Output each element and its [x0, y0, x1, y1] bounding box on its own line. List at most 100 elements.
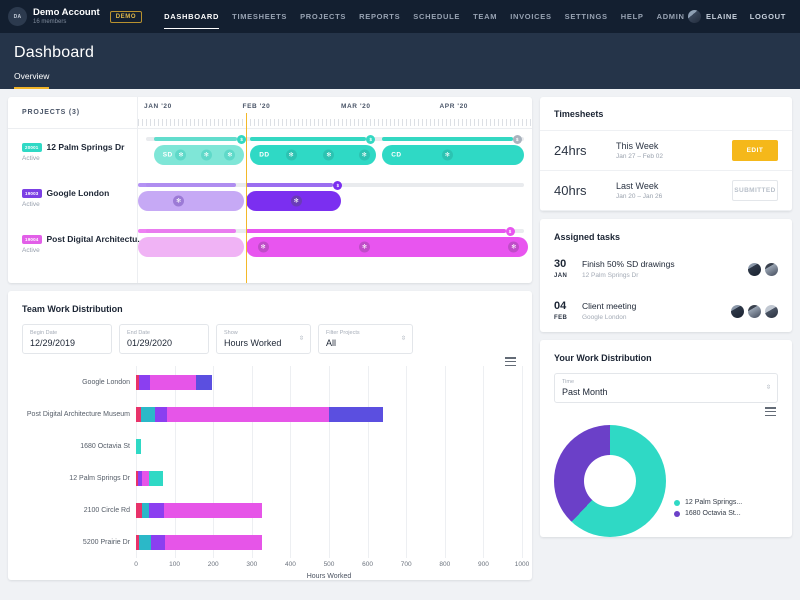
bar-segment[interactable] — [142, 502, 150, 518]
bar-segment[interactable] — [155, 406, 167, 422]
bar-segment[interactable] — [149, 502, 164, 518]
task-row[interactable]: 04 FEB Client meeting Google London — [540, 290, 792, 332]
avatar[interactable] — [748, 304, 761, 318]
logout-link[interactable]: LOGOUT — [749, 12, 786, 21]
nav-link-timesheets[interactable]: TIMESHEETS — [232, 12, 288, 21]
bar-segment[interactable] — [136, 406, 141, 422]
project-name: Post Digital Architectu... — [46, 234, 145, 244]
bar-chart-category-label: 2100 Circle Rd — [18, 494, 136, 526]
gantt-phase-bar[interactable]: DD ✻ ✻ ✻ — [250, 145, 377, 165]
gantt-project-row[interactable]: 20001 12 Palm Springs Dr Active — [8, 129, 137, 175]
gantt-project-row[interactable]: 19003 Google London Active — [8, 175, 137, 221]
legend-item[interactable]: 1680 Octavia St... — [674, 510, 742, 517]
submitted-status-button[interactable]: SUBMITTED — [732, 180, 778, 201]
team-work-distribution-card: Team Work Distribution Begin Date 12/29/2… — [8, 291, 532, 580]
nav-link-projects[interactable]: PROJECTS — [300, 12, 347, 21]
filter-show[interactable]: Show Hours Worked ⇳ — [216, 324, 311, 354]
bar-segment[interactable] — [139, 534, 151, 550]
bar-segment[interactable] — [163, 502, 263, 518]
nav-link-admin[interactable]: ADMIN — [656, 12, 685, 21]
milestone-icon[interactable]: ✻ — [257, 241, 269, 253]
bar-segment[interactable] — [142, 470, 150, 486]
gantt-phase-bar[interactable]: SD ✻ ✻ ✻ — [153, 145, 245, 165]
bar-segment[interactable] — [140, 406, 156, 422]
milestone-icon[interactable]: ✻ — [323, 149, 335, 161]
bar-segment[interactable] — [149, 374, 197, 390]
milestone-icon[interactable]: ✻ — [173, 195, 185, 207]
task-month: JAN — [554, 273, 568, 279]
nav-link-dashboard[interactable]: DASHBOARD — [164, 0, 220, 33]
filter-label: Begin Date — [30, 330, 58, 336]
bar-segment[interactable] — [165, 534, 262, 550]
bar-segment[interactable] — [136, 502, 143, 518]
gantt-phase-bar[interactable]: ✻ — [246, 191, 341, 211]
gantt-phase-bar[interactable]: ✻ ✻ ✻ — [246, 237, 529, 257]
avatar — [688, 10, 702, 23]
gantt-phase-bar[interactable]: CD ✻ — [382, 145, 525, 165]
task-project: 12 Palm Springs Dr — [582, 272, 639, 279]
gantt-budget-dot[interactable]: $ — [237, 134, 247, 144]
bar-segment[interactable] — [196, 374, 212, 390]
gridline — [329, 366, 330, 558]
bar-segment[interactable] — [150, 534, 166, 550]
bar-chart-x-axis: 0 100 200 300 400 500 600 700 800 900 1000 — [134, 559, 529, 572]
bar-segment[interactable] — [166, 406, 329, 422]
filter-begin-date[interactable]: Begin Date 12/29/2019 — [22, 324, 112, 354]
team-work-filters: Begin Date 12/29/2019 End Date 01/29/2020 Sh… — [8, 314, 532, 354]
gantt-project-row[interactable]: 19004 Post Digital Architectu... Active — [8, 221, 144, 267]
filter-end-date[interactable]: End Date 01/29/2020 — [119, 324, 209, 354]
gantt-budget-dot[interactable]: $ — [333, 180, 343, 190]
tab-overview[interactable]: Overview — [14, 71, 50, 89]
nav-link-reports[interactable]: REPORTS — [359, 12, 401, 21]
nav-link-settings[interactable]: SETTINGS — [564, 12, 608, 21]
gantt-bar-row: ✻ $ ✻ — [138, 175, 532, 221]
bar-segment[interactable] — [138, 470, 143, 486]
gantt-budget-dot[interactable]: $ — [505, 226, 515, 236]
milestone-icon[interactable]: ✻ — [285, 149, 297, 161]
avatar[interactable] — [731, 304, 744, 318]
milestone-icon[interactable]: ✻ — [359, 241, 371, 253]
task-row[interactable]: 30 JAN Finish 50% SD drawings 12 Palm Sprin… — [540, 248, 792, 290]
milestone-icon[interactable]: ✻ — [200, 149, 212, 161]
gantt-budget-dot[interactable]: $ — [512, 134, 522, 144]
avatar[interactable] — [748, 262, 761, 276]
edit-timesheet-button[interactable]: EDIT — [732, 140, 778, 161]
user-menu[interactable]: ELAINE — [688, 10, 738, 23]
gantt-timeline[interactable]: JAN '20 FEB '20 MAR '20 APR '20 $ SD ✻ ✻ ✻ $ DD ✻ ✻… — [138, 97, 532, 283]
bar-segment[interactable] — [136, 534, 140, 550]
hamburger-icon[interactable] — [505, 357, 516, 368]
gantt-phase-bar[interactable]: ✻ — [138, 191, 245, 211]
bar-segment[interactable] — [136, 470, 139, 486]
x-axis-tick: 0 — [134, 561, 138, 568]
bar-segment[interactable] — [136, 438, 142, 454]
nav-link-team[interactable]: TEAM — [473, 12, 498, 21]
gantt-budget-dot[interactable]: $ — [366, 134, 376, 144]
task-assignee-avatars — [748, 262, 778, 276]
milestone-icon[interactable]: ✻ — [358, 149, 370, 161]
bar-segment[interactable] — [328, 406, 383, 422]
time-range-select[interactable]: Time Past Month ⇳ — [554, 373, 778, 403]
nav-link-schedule[interactable]: SCHEDULE — [413, 12, 461, 21]
project-status: Active — [22, 247, 40, 254]
filter-filter-projects[interactable]: Filter Projects All ⇳ — [318, 324, 413, 354]
gantt-projects-header: PROJECTS (3) — [8, 97, 137, 129]
avatar[interactable] — [765, 262, 778, 276]
nav-link-help[interactable]: HELP — [620, 12, 644, 21]
bar-segment[interactable] — [139, 374, 150, 390]
milestone-icon[interactable]: ✻ — [508, 241, 520, 253]
gantt-phase-bar[interactable] — [138, 237, 245, 257]
account-switcher[interactable]: DA Demo Account 16 members DEMO — [8, 7, 143, 26]
avatar[interactable] — [765, 304, 778, 318]
gantt-phase-label: SD — [162, 151, 173, 159]
milestone-icon[interactable]: ✻ — [441, 149, 453, 161]
milestone-icon[interactable]: ✻ — [290, 195, 302, 207]
x-axis-tick: 100 — [169, 561, 181, 568]
bar-segment[interactable] — [136, 374, 140, 390]
legend-item[interactable]: 12 Palm Springs... — [674, 499, 742, 506]
bar-segment[interactable] — [149, 470, 163, 486]
hamburger-icon[interactable] — [765, 407, 776, 418]
milestone-icon[interactable]: ✻ — [224, 149, 236, 161]
team-work-title: Team Work Distribution — [22, 304, 123, 314]
milestone-icon[interactable]: ✻ — [175, 149, 187, 161]
nav-link-invoices[interactable]: INVOICES — [510, 12, 552, 21]
